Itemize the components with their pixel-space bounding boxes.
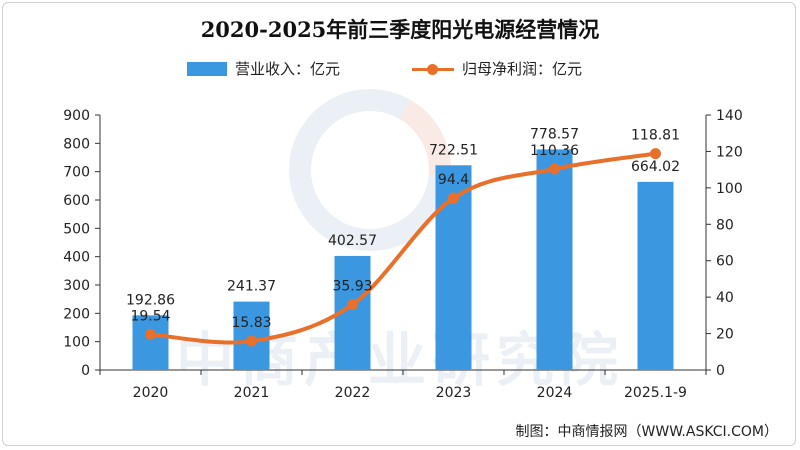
profit-point (145, 328, 156, 340)
profit-data-label: 35.93 (332, 279, 372, 295)
x-tick-label: 2023 (436, 385, 472, 401)
legend-item-profit: 归母净利润：亿元 (412, 58, 582, 79)
legend-label-revenue: 营业收入：亿元 (235, 60, 341, 78)
y-right-tick-label: 40 (716, 290, 734, 306)
chart-frame (2, 2, 796, 446)
y-right-tick-label: 20 (716, 327, 734, 343)
profit-point (246, 335, 257, 347)
y-left-tick-label: 400 (63, 250, 90, 266)
y-left-tick-label: 900 (63, 108, 90, 124)
revenue-bar (132, 315, 169, 370)
legend-item-revenue: 营业收入：亿元 (187, 58, 340, 79)
profit-data-label: 94.4 (438, 172, 469, 188)
x-tick-label: 2021 (234, 385, 270, 401)
x-tick-label: 2024 (537, 385, 573, 401)
x-tick-label: 2025.1-9 (624, 385, 687, 401)
profit-point (347, 299, 358, 311)
profit-data-label: 19.54 (130, 308, 170, 324)
profit-point (549, 163, 560, 175)
profit-line (150, 151, 656, 345)
profit-data-label: 118.81 (631, 128, 680, 144)
legend: 营业收入：亿元 归母净利润：亿元 (0, 58, 800, 82)
y-left-tick-label: 800 (63, 136, 90, 152)
y-right-tick-label: 120 (716, 144, 743, 160)
profit-data-label: 110.36 (530, 143, 579, 159)
profit-data-label: 15.83 (231, 315, 271, 331)
y-right-tick-label: 140 (716, 108, 743, 124)
y-right-tick-label: 80 (716, 217, 734, 233)
revenue-data-label: 722.51 (429, 142, 478, 158)
watermark-logo-ring-accent (289, 89, 451, 251)
y-right-tick-label: 0 (716, 363, 725, 379)
profit-point (448, 192, 459, 204)
source-credit: 制图：中商情报网（WWW.ASKCI.COM） (515, 424, 778, 440)
y-right-tick-label: 100 (716, 181, 743, 197)
revenue-data-label: 192.86 (126, 292, 175, 308)
y-left-tick-label: 200 (63, 306, 90, 322)
chart-title: 2020-2025年前三季度阳光电源经营情况 (200, 17, 600, 42)
legend-line-swatch (412, 62, 454, 76)
legend-bar-swatch (187, 61, 227, 76)
y-left-tick-label: 600 (63, 193, 90, 209)
y-left-tick-label: 0 (81, 363, 90, 379)
y-right-tick-label: 60 (716, 254, 734, 270)
revenue-data-label: 402.57 (328, 233, 377, 249)
y-left-tick-label: 300 (63, 278, 90, 294)
revenue-data-label: 664.02 (631, 159, 680, 175)
revenue-data-label: 778.57 (530, 126, 579, 142)
profit-point (650, 148, 661, 160)
x-tick-label: 2022 (335, 385, 371, 401)
y-left-tick-label: 100 (63, 335, 90, 351)
y-left-tick-label: 700 (63, 165, 90, 181)
y-left-tick-label: 500 (63, 221, 90, 237)
revenue-bar (637, 181, 674, 370)
revenue-data-label: 241.37 (227, 279, 276, 295)
x-tick-label: 2020 (133, 385, 169, 401)
revenue-bar (536, 149, 573, 370)
legend-label-profit: 归母净利润：亿元 (462, 60, 583, 78)
